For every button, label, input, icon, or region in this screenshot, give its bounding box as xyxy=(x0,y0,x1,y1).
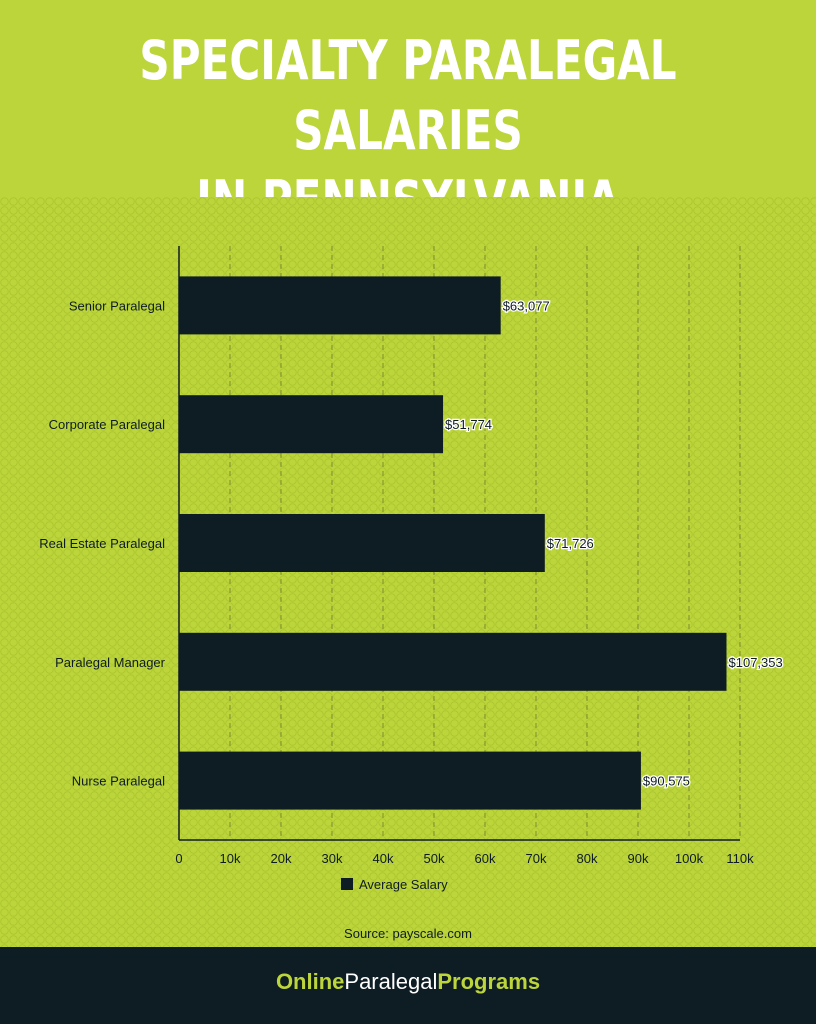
x-tick-label: 0 xyxy=(175,851,182,866)
x-tick-label: 80k xyxy=(577,851,598,866)
data-label: $63,077 xyxy=(503,298,550,313)
x-tick-label: 110k xyxy=(726,851,754,866)
bar xyxy=(179,514,545,572)
bar xyxy=(179,751,641,810)
brand-logo: OnlineParalegalPrograms xyxy=(0,969,816,995)
bar xyxy=(179,276,501,335)
x-tick-label: 20k xyxy=(271,851,292,866)
category-label: Nurse Paralegal xyxy=(72,774,165,789)
legend-swatch xyxy=(341,878,353,890)
category-label: Corporate Paralegal xyxy=(49,417,165,432)
x-tick-label: 40k xyxy=(373,851,394,866)
category-label: Senior Paralegal xyxy=(69,298,165,313)
x-tick-label: 70k xyxy=(526,851,547,866)
category-label: Real Estate Paralegal xyxy=(39,536,165,551)
source-note: Source: payscale.com xyxy=(344,926,472,941)
footer xyxy=(0,947,816,1024)
brand-part-online: Online xyxy=(275,969,345,994)
x-tick-label: 50k xyxy=(424,851,445,866)
bar xyxy=(179,632,727,691)
header-banner: SPECIALTY PARALEGAL SALARIES IN PENNSYLV… xyxy=(0,0,816,232)
brand-part-paralegal: Paralegal xyxy=(344,969,438,994)
x-tick-label: 10k xyxy=(220,851,241,866)
bar xyxy=(179,395,444,454)
legend-label: Average Salary xyxy=(359,877,448,892)
x-tick-label: 90k xyxy=(628,851,649,866)
data-label: $90,575 xyxy=(643,774,690,789)
brand-part-programs: Programs xyxy=(437,969,541,994)
x-tick-label: 30k xyxy=(322,851,343,866)
data-label: $107,353 xyxy=(729,655,783,670)
x-tick-label: 60k xyxy=(475,851,496,866)
x-tick-label: 100k xyxy=(675,851,704,866)
category-label: Paralegal Manager xyxy=(55,655,166,670)
bar-chart: 0 10k 20k 30k 40k 50k 60k 70k 80k 90k 100k 110k Seni… xyxy=(39,246,784,892)
title-line-1: SPECIALTY PARALEGAL SALARIES xyxy=(139,29,677,162)
data-label: $51,774 xyxy=(445,417,492,432)
data-label: $71,726 xyxy=(547,536,594,551)
